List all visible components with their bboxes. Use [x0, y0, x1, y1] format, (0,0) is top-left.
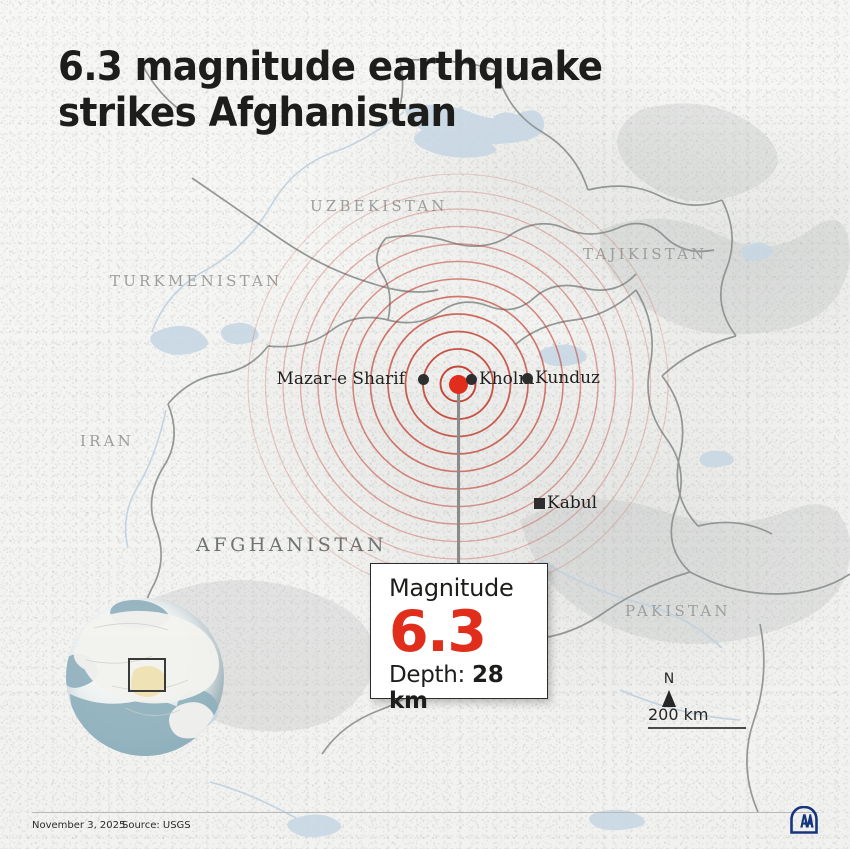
epicenter-marker [449, 375, 468, 394]
depth-value: 28 km [389, 662, 504, 715]
city-label-kabul: Kabul [547, 493, 598, 513]
footer-source: Source: USGS [122, 820, 191, 831]
footer-divider [32, 812, 818, 813]
page-title: 6.3 magnitude earthquake strikes Afghani… [58, 44, 603, 136]
magnitude-callout: Magnitude 6.3 Depth: 28 km [370, 563, 548, 714]
capital-square-icon [534, 498, 545, 509]
globe-region-highlight-box [128, 658, 166, 692]
country-label-tajikistan: TAJIKISTAN [583, 245, 708, 263]
country-label-pakistan: PAKISTAN [625, 602, 731, 620]
country-label-afghanistan: AFGHANISTAN [196, 534, 388, 556]
scale-bar: 200 km [648, 705, 746, 729]
callout-leader-line [457, 384, 460, 566]
aa-logo-icon [790, 805, 818, 834]
city-label-mazar-e-sharif: Mazar-e Sharif [276, 369, 405, 389]
depth-readout: Depth: 28 km [389, 662, 529, 714]
globe-inset [66, 598, 224, 756]
country-label-uzbekistan: UZBEKISTAN [310, 197, 448, 215]
north-arrow-icon [662, 690, 676, 707]
scale-label: 200 km [648, 705, 709, 724]
aa-logo[interactable] [789, 805, 819, 834]
globe-continents [66, 600, 221, 756]
country-label-iran: IRAN [80, 432, 134, 450]
city-dot-icon [522, 373, 533, 384]
magnitude-label: Magnitude [389, 574, 514, 602]
city-dot-icon [418, 374, 429, 385]
magnitude-value: 6.3 [389, 599, 487, 666]
city-label-kholm: Kholm [479, 369, 535, 389]
scale-bar-line [648, 727, 746, 729]
city-label-kunduz: Kunduz [535, 368, 601, 388]
footer-date: November 3, 2025 [32, 820, 126, 831]
country-label-turkmenistan: TURKMENISTAN [110, 272, 283, 290]
north-label: N [663, 671, 675, 687]
compass-rose: N [652, 672, 686, 707]
city-dot-icon [466, 374, 477, 385]
depth-prefix: Depth: [389, 662, 473, 689]
